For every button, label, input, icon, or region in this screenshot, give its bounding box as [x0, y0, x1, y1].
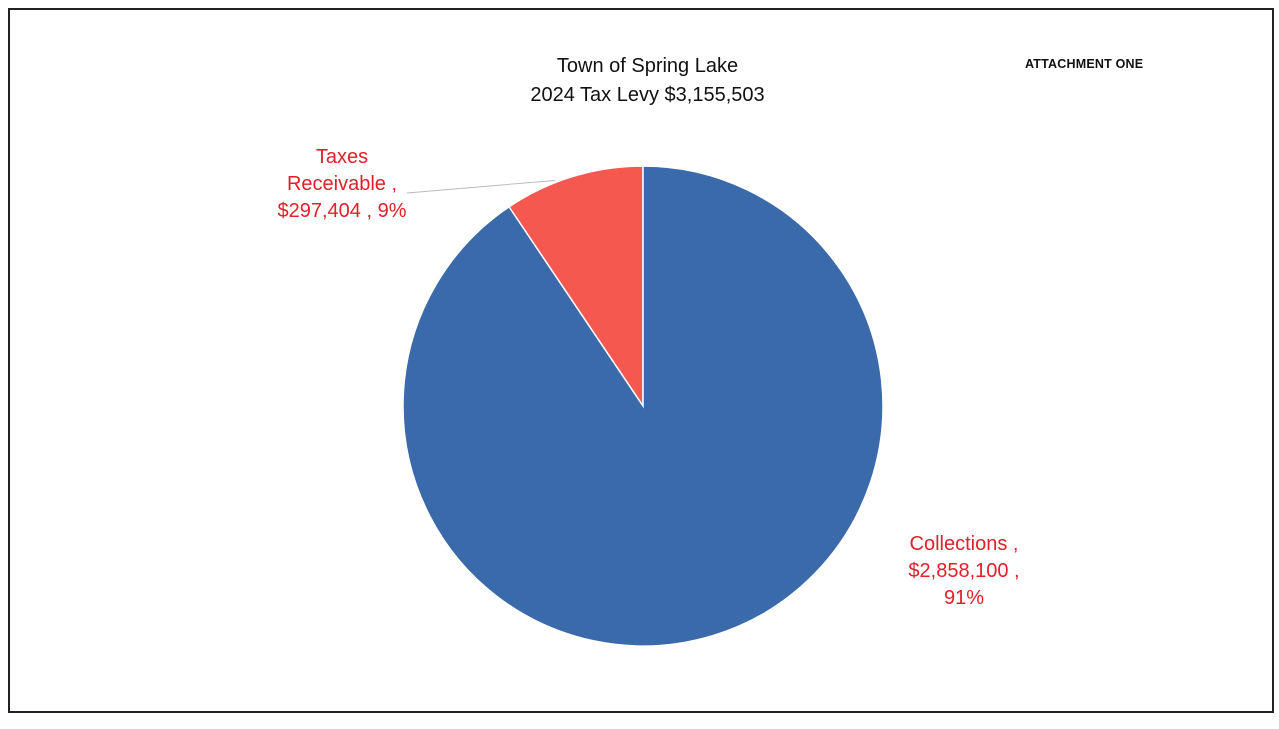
leader-line-taxes-receivable: [406, 179, 556, 194]
slice-label-collections: Collections , $2,858,100 , 91%: [884, 531, 1044, 612]
slice-label-line: Receivable ,: [286, 173, 398, 195]
chart-title: Town of Spring Lake: [556, 55, 739, 77]
chart-title-block: Town of Spring Lake 2024 Tax Levy $3,155…: [0, 52, 1279, 110]
slice-label-line: Collections ,: [909, 533, 1019, 555]
slice-label-line: Taxes: [315, 146, 369, 168]
pie-slice-taxes-receivable: [507, 165, 644, 409]
chart-subtitle: 2024 Tax Levy $3,155,503: [530, 84, 765, 106]
slice-label-taxes-receivable: Taxes Receivable , $297,404 , 9%: [262, 144, 422, 225]
pie-slice-collections: [402, 165, 884, 647]
slice-label-line: $297,404 , 9%: [277, 200, 407, 222]
slice-label-line: 91%: [943, 587, 985, 609]
attachment-label: ATTACHMENT ONE: [1025, 57, 1144, 71]
slice-label-line: $2,858,100 ,: [908, 560, 1020, 582]
